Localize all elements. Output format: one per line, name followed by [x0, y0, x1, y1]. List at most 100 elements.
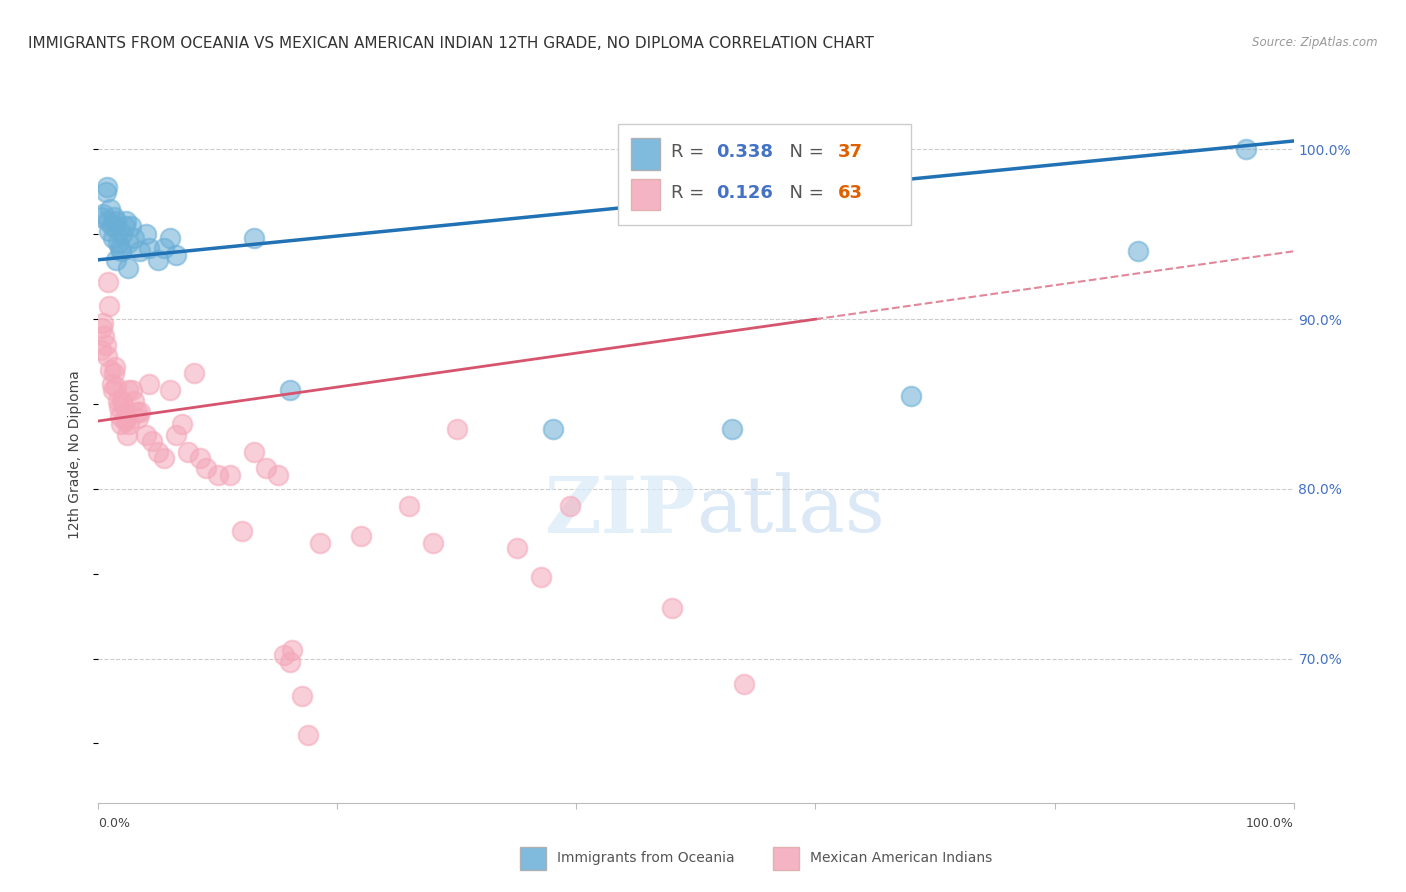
Point — [188, 451, 211, 466]
Point — [103, 367, 125, 381]
Point — [172, 417, 194, 432]
Point — [98, 363, 122, 377]
Point — [90, 211, 112, 225]
Point — [107, 393, 129, 408]
Point — [117, 384, 139, 398]
Point — [165, 248, 187, 262]
Point — [101, 230, 124, 244]
Point — [148, 252, 170, 267]
Point — [159, 230, 181, 244]
Point — [91, 316, 114, 330]
Point — [98, 202, 122, 216]
Point — [101, 384, 124, 398]
Point — [243, 444, 266, 458]
Point — [125, 405, 148, 419]
Point — [153, 451, 176, 466]
Point — [115, 410, 138, 425]
Point — [135, 427, 157, 442]
Point — [278, 384, 301, 398]
Point — [207, 468, 229, 483]
Point — [105, 213, 128, 227]
Point — [114, 219, 136, 233]
Point — [219, 468, 242, 483]
Point — [231, 524, 253, 539]
Point — [281, 643, 304, 657]
Text: atlas: atlas — [696, 473, 884, 549]
Point — [721, 422, 744, 436]
Point — [129, 244, 152, 259]
Point — [100, 219, 122, 233]
Point — [278, 655, 301, 669]
Point — [108, 241, 131, 255]
Point — [135, 227, 157, 242]
Point — [148, 444, 170, 458]
Text: Mexican American Indians: Mexican American Indians — [810, 852, 993, 865]
Point — [121, 384, 143, 398]
Point — [900, 388, 922, 402]
Point — [96, 179, 118, 194]
Point — [267, 468, 290, 483]
Point — [541, 422, 564, 436]
Text: ZIP: ZIP — [544, 473, 696, 549]
Text: 0.126: 0.126 — [716, 184, 773, 202]
Point — [1128, 244, 1150, 259]
Point — [97, 213, 120, 227]
Text: Immigrants from Oceania: Immigrants from Oceania — [557, 852, 734, 865]
Point — [291, 689, 314, 703]
Point — [129, 405, 152, 419]
Point — [446, 422, 468, 436]
Point — [107, 401, 129, 415]
Point — [530, 570, 553, 584]
Point — [254, 461, 277, 475]
Point — [165, 427, 187, 442]
Point — [118, 417, 141, 432]
Point — [117, 235, 139, 250]
Point — [98, 299, 121, 313]
Point — [273, 648, 295, 662]
Text: 37: 37 — [838, 144, 863, 161]
Point — [100, 376, 122, 391]
Text: R =: R = — [671, 184, 710, 202]
Point — [297, 728, 319, 742]
Point — [195, 461, 218, 475]
Point — [110, 244, 132, 259]
Point — [350, 529, 373, 543]
Text: 100.0%: 100.0% — [1246, 817, 1294, 830]
Text: 63: 63 — [838, 184, 863, 202]
Text: 0.338: 0.338 — [716, 144, 773, 161]
Point — [114, 414, 136, 428]
Point — [733, 677, 755, 691]
Point — [243, 230, 266, 244]
Point — [308, 536, 330, 550]
Point — [108, 409, 131, 423]
Text: N =: N = — [779, 184, 830, 202]
Point — [1234, 143, 1257, 157]
Text: N =: N = — [779, 144, 830, 161]
Point — [104, 219, 127, 233]
Point — [115, 213, 138, 227]
Point — [159, 384, 181, 398]
Text: 0.0%: 0.0% — [98, 817, 131, 830]
Point — [103, 211, 125, 225]
Point — [141, 434, 163, 449]
Point — [117, 261, 139, 276]
Point — [90, 343, 112, 357]
FancyBboxPatch shape — [631, 178, 661, 210]
FancyBboxPatch shape — [619, 124, 911, 226]
Text: Source: ZipAtlas.com: Source: ZipAtlas.com — [1253, 36, 1378, 49]
Point — [127, 410, 149, 425]
Y-axis label: 12th Grade, No Diploma: 12th Grade, No Diploma — [69, 370, 83, 540]
Point — [506, 541, 529, 556]
Point — [422, 536, 444, 550]
Point — [177, 444, 200, 458]
Point — [138, 376, 160, 391]
Point — [93, 329, 115, 343]
Point — [183, 367, 205, 381]
Point — [124, 230, 146, 244]
Point — [105, 252, 128, 267]
Point — [96, 350, 118, 364]
Point — [91, 207, 114, 221]
Point — [98, 224, 121, 238]
Point — [398, 499, 420, 513]
Point — [138, 241, 160, 255]
